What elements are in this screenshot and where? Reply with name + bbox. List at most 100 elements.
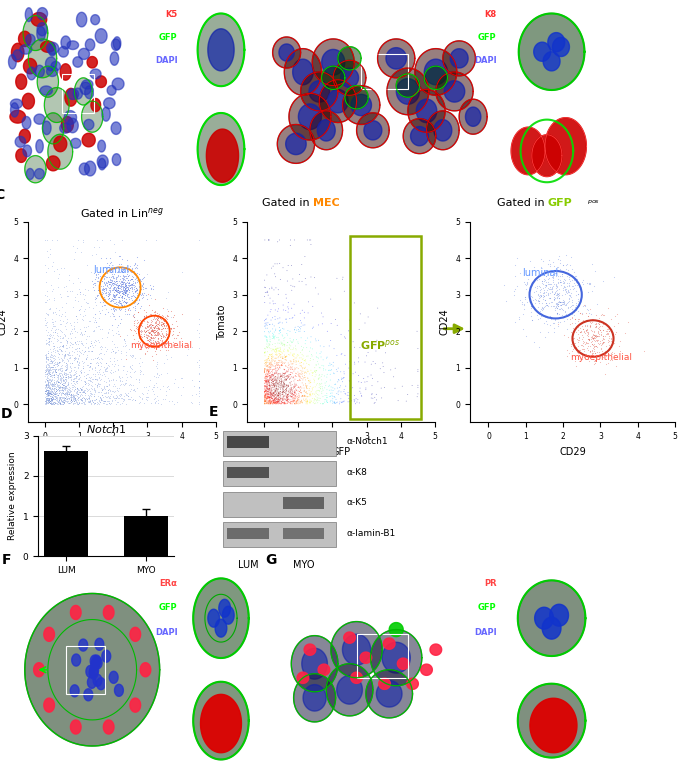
Point	[159, 321, 171, 334]
Point	[263, 375, 274, 387]
Point	[159, 393, 171, 405]
Point	[349, 296, 360, 309]
Point	[278, 261, 289, 274]
Point	[287, 391, 299, 404]
Point	[43, 396, 54, 408]
Point	[104, 277, 115, 289]
Point	[101, 331, 112, 343]
Polygon shape	[292, 636, 338, 692]
Point	[125, 350, 136, 363]
Point	[99, 387, 110, 399]
Point	[114, 387, 125, 400]
Point	[84, 396, 95, 408]
Point	[56, 398, 67, 410]
Point	[45, 328, 56, 341]
Point	[296, 360, 307, 373]
Point	[86, 338, 97, 351]
Point	[574, 281, 585, 293]
Point	[153, 336, 164, 349]
Point	[287, 386, 298, 398]
Point	[264, 376, 276, 388]
Point	[109, 310, 120, 322]
Polygon shape	[85, 86, 94, 99]
Point	[45, 366, 56, 378]
Point	[97, 275, 108, 287]
Point	[47, 321, 58, 333]
Point	[120, 388, 132, 401]
Point	[561, 259, 572, 272]
Point	[594, 337, 605, 349]
Point	[42, 394, 53, 406]
Point	[49, 387, 61, 399]
Point	[286, 390, 297, 402]
Point	[596, 350, 608, 363]
Point	[269, 391, 280, 404]
Point	[557, 296, 569, 308]
Point	[278, 386, 290, 398]
Point	[59, 364, 70, 377]
Point	[307, 367, 318, 380]
Point	[42, 381, 54, 394]
Point	[56, 369, 67, 381]
Point	[64, 317, 75, 329]
Point	[116, 275, 127, 287]
Point	[261, 398, 272, 410]
Point	[344, 374, 355, 387]
Polygon shape	[200, 695, 242, 752]
Point	[567, 317, 578, 329]
Point	[117, 272, 128, 284]
Point	[575, 339, 586, 352]
Polygon shape	[22, 93, 34, 109]
Point	[603, 328, 614, 340]
Point	[152, 308, 164, 321]
Point	[353, 376, 364, 388]
Point	[271, 344, 282, 356]
Point	[260, 373, 271, 385]
Point	[159, 338, 170, 351]
Point	[88, 325, 99, 338]
Point	[261, 377, 272, 389]
Point	[322, 390, 333, 402]
Point	[317, 391, 329, 403]
Point	[155, 313, 166, 325]
Point	[267, 327, 278, 339]
Point	[45, 248, 56, 261]
Point	[82, 377, 93, 389]
Point	[108, 293, 119, 306]
Point	[77, 329, 88, 342]
Point	[156, 317, 167, 330]
Point	[150, 328, 161, 341]
Point	[70, 370, 81, 382]
Point	[41, 324, 52, 337]
Point	[271, 379, 282, 391]
Point	[539, 301, 550, 314]
Point	[285, 368, 296, 380]
Point	[50, 391, 61, 404]
Point	[189, 380, 200, 393]
Point	[125, 299, 136, 311]
Point	[166, 329, 177, 342]
Point	[94, 394, 105, 406]
Point	[42, 397, 54, 409]
Point	[274, 359, 285, 372]
Point	[100, 282, 111, 294]
Point	[61, 323, 72, 335]
Point	[113, 250, 124, 262]
Point	[264, 387, 276, 399]
Point	[91, 396, 102, 408]
Point	[161, 328, 172, 340]
Point	[339, 367, 350, 380]
Point	[132, 314, 143, 326]
Point	[280, 360, 292, 373]
Point	[122, 283, 134, 296]
Point	[135, 325, 146, 338]
Point	[99, 290, 110, 303]
Point	[107, 272, 118, 285]
Point	[564, 273, 575, 286]
Point	[290, 393, 301, 405]
Point	[280, 373, 292, 385]
Point	[60, 394, 71, 406]
Point	[260, 388, 271, 401]
Point	[577, 340, 588, 352]
Point	[283, 395, 294, 408]
